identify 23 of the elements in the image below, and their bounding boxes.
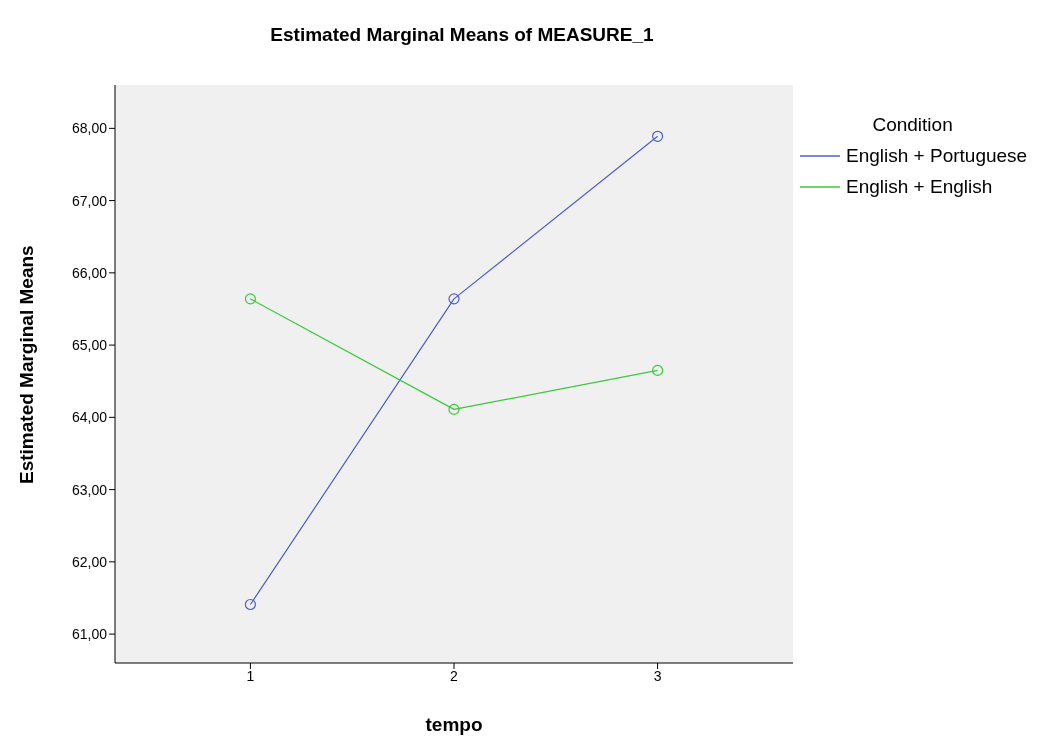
legend-label: English + Portuguese (846, 144, 1028, 167)
x-axis-title: tempo (425, 714, 483, 735)
point (448, 403, 460, 415)
y-tick-label: 67,00 (71, 192, 108, 209)
y-tick-label: 66,00 (71, 264, 108, 281)
x-tick-label: 2 (450, 667, 459, 684)
y-tick-label: 65,00 (71, 337, 108, 354)
chart-title: Estimated Marginal Means of MEASURE_1 (269, 24, 655, 46)
y-tick-label: 62,00 (71, 553, 108, 570)
y-axis-title: Estimated Marginal Means (15, 245, 37, 484)
point (244, 598, 256, 611)
legend-title: Condition (871, 114, 954, 136)
x-tick-label: 3 (653, 667, 662, 684)
y-tick-label: 63,00 (71, 481, 108, 498)
point (652, 364, 664, 376)
legend-label: English + English (846, 175, 993, 198)
point (652, 130, 664, 142)
y-tick-label: 64,00 (71, 409, 108, 426)
x-tick-label: 1 (246, 667, 255, 684)
point (244, 293, 256, 305)
point (448, 293, 460, 305)
y-tick-label: 68,00 (71, 120, 108, 137)
y-tick-label: 61,00 (71, 626, 108, 643)
